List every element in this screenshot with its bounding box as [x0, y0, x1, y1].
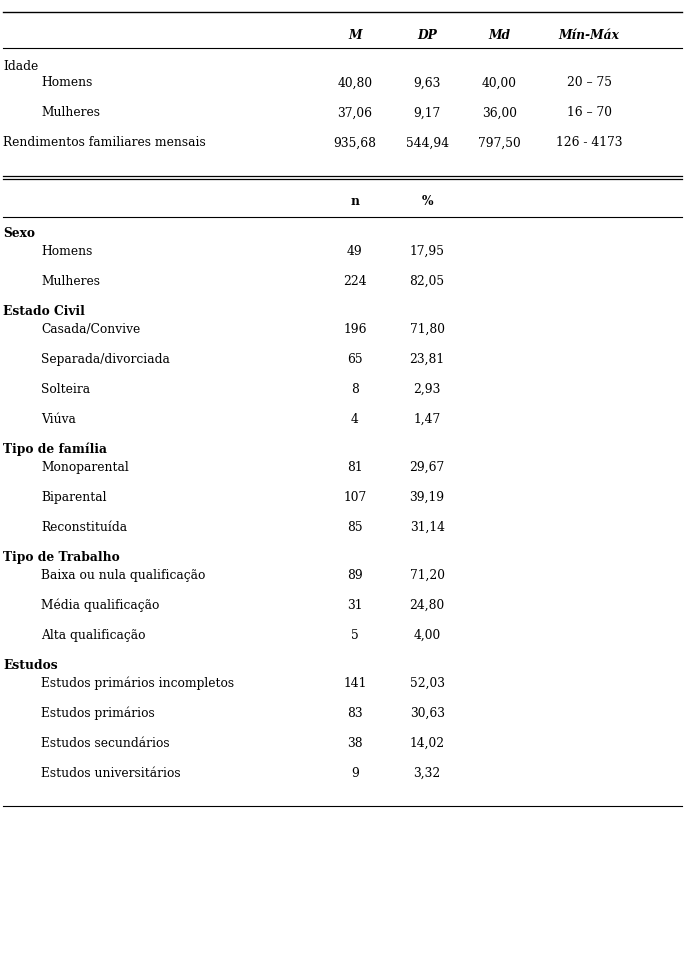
Text: 85: 85 [347, 521, 362, 534]
Text: 36,00: 36,00 [482, 106, 517, 120]
Text: %: % [422, 196, 433, 208]
Text: 24,80: 24,80 [409, 599, 445, 612]
Text: 71,20: 71,20 [410, 569, 444, 582]
Text: Estudos: Estudos [3, 659, 58, 672]
Text: n: n [350, 196, 360, 208]
Text: Estudos primários: Estudos primários [41, 706, 155, 720]
Text: 71,80: 71,80 [410, 323, 444, 336]
Text: Reconstituída: Reconstituída [41, 521, 127, 534]
Text: Mulheres: Mulheres [41, 106, 101, 120]
Text: 14,02: 14,02 [410, 737, 444, 750]
Text: Biparental: Biparental [41, 491, 107, 504]
Text: 82,05: 82,05 [410, 275, 444, 288]
Text: Baixa ou nula qualificação: Baixa ou nula qualificação [41, 569, 206, 582]
Text: Estudos universitários: Estudos universitários [41, 767, 181, 780]
Text: 17,95: 17,95 [410, 245, 444, 258]
Text: 23,81: 23,81 [410, 353, 444, 366]
Text: 65: 65 [347, 353, 362, 366]
Text: 81: 81 [347, 461, 362, 474]
Text: 224: 224 [343, 275, 367, 288]
Text: 39,19: 39,19 [410, 491, 444, 504]
Text: 107: 107 [343, 491, 367, 504]
Text: Solteira: Solteira [41, 383, 90, 396]
Text: 49: 49 [347, 245, 362, 258]
Text: Estudos primários incompletos: Estudos primários incompletos [41, 676, 234, 690]
Text: Mín-Máx: Mín-Máx [559, 29, 619, 42]
Text: 31: 31 [347, 599, 362, 612]
Text: Alta qualificação: Alta qualificação [41, 629, 146, 642]
Text: 2,93: 2,93 [413, 383, 441, 396]
Text: M: M [348, 29, 362, 42]
Text: 20 – 75: 20 – 75 [566, 77, 612, 90]
Text: 83: 83 [347, 707, 362, 720]
Text: 196: 196 [343, 323, 367, 336]
Text: 16 – 70: 16 – 70 [566, 106, 612, 120]
Text: 141: 141 [343, 677, 367, 690]
Text: DP: DP [418, 29, 437, 42]
Text: 126 - 4173: 126 - 4173 [556, 136, 622, 150]
Text: 38: 38 [347, 737, 362, 750]
Text: 4,00: 4,00 [413, 629, 441, 642]
Text: Idade: Idade [3, 60, 39, 73]
Text: Estado Civil: Estado Civil [3, 305, 85, 318]
Text: Tipo de Trabalho: Tipo de Trabalho [3, 551, 120, 564]
Text: 3,32: 3,32 [413, 767, 441, 780]
Text: Mulheres: Mulheres [41, 275, 101, 288]
Text: Homens: Homens [41, 77, 93, 90]
Text: 30,63: 30,63 [410, 707, 444, 720]
Text: Média qualificação: Média qualificação [41, 598, 160, 612]
Text: 8: 8 [351, 383, 359, 396]
Text: 9,63: 9,63 [413, 77, 441, 90]
Text: 40,80: 40,80 [338, 77, 372, 90]
Text: Casada/Convive: Casada/Convive [41, 323, 141, 336]
Text: Estudos secundários: Estudos secundários [41, 737, 170, 750]
Text: 9: 9 [351, 767, 359, 780]
Text: 52,03: 52,03 [410, 677, 444, 690]
Text: 9,17: 9,17 [413, 106, 441, 120]
Text: 29,67: 29,67 [409, 461, 445, 474]
Text: Tipo de família: Tipo de família [3, 443, 107, 456]
Text: Md: Md [489, 29, 511, 42]
Text: 89: 89 [347, 569, 362, 582]
Text: 935,68: 935,68 [333, 136, 376, 150]
Text: 37,06: 37,06 [338, 106, 372, 120]
Text: Separada/divorciada: Separada/divorciada [41, 353, 170, 366]
Text: 40,00: 40,00 [482, 77, 517, 90]
Text: 5: 5 [351, 629, 359, 642]
Text: 544,94: 544,94 [406, 136, 449, 150]
Text: 4: 4 [351, 413, 359, 426]
Text: Rendimentos familiares mensais: Rendimentos familiares mensais [3, 136, 206, 150]
Text: 1,47: 1,47 [413, 413, 441, 426]
Text: Viúva: Viúva [41, 413, 76, 426]
Text: Sexo: Sexo [3, 227, 35, 240]
Text: 31,14: 31,14 [410, 521, 444, 534]
Text: 797,50: 797,50 [478, 136, 521, 150]
Text: Monoparental: Monoparental [41, 461, 129, 474]
Text: Homens: Homens [41, 245, 93, 258]
